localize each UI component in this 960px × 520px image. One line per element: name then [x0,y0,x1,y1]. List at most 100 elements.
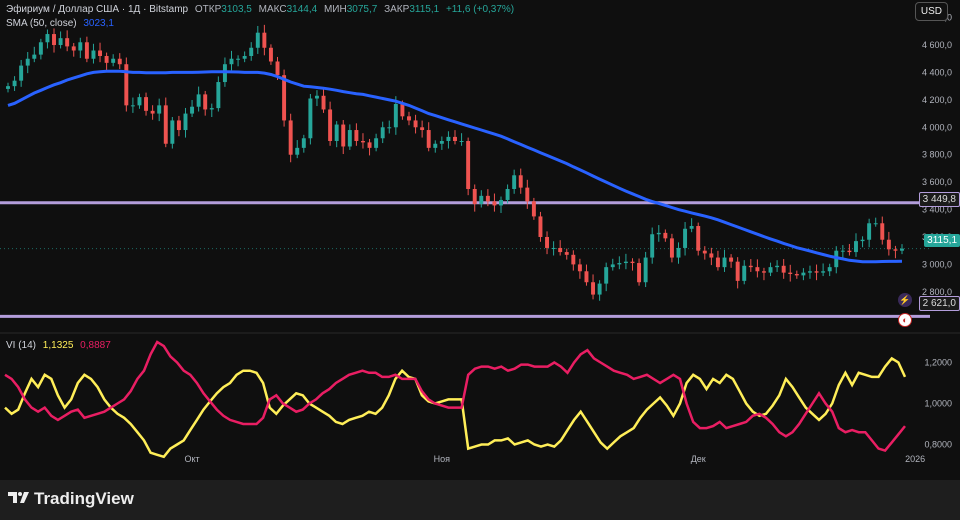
candle-body [71,46,76,51]
candle-body [610,264,615,268]
candle-body [157,105,162,114]
candle-body [617,263,622,265]
candle-body [814,271,819,273]
candle-body [314,95,319,99]
price-axis-tick: 3 800,0 [922,150,952,160]
candle-body [702,250,707,254]
chart-canvas[interactable]: 2 800,03 000,03 200,03 400,03 600,03 800… [0,0,960,480]
candle-body [32,54,37,59]
candle-body [761,271,766,273]
candle-body [229,58,234,65]
candle-body [190,106,195,114]
tradingview-mark-icon [8,489,30,509]
candle-body [453,136,457,142]
candle-body [505,188,510,200]
candle-body [650,234,655,258]
vi-axis-tick: 1,2000 [924,358,952,368]
candle-body [216,82,221,109]
candle-body [518,175,523,188]
us-flag-icon[interactable]: ◐ [898,313,912,327]
candle-body [347,130,352,147]
candle-body [91,50,96,59]
open-value: 3103,5 [221,4,252,15]
candle-body [873,223,878,225]
candle-body [255,32,260,48]
candle-body [643,257,648,283]
candle-body [821,271,826,273]
candle-body [880,223,885,240]
candle-body [900,248,904,251]
candle-body [321,95,326,110]
vi-plus-value: 1,1325 [42,340,74,351]
candle-body [512,175,517,189]
candle-body [334,124,339,142]
candle-body [341,124,346,147]
candle-body [545,236,550,248]
price-axis-tick: 2 800,0 [922,287,952,297]
candle-body [407,116,411,121]
candle-body [663,232,668,239]
candle-body [104,55,109,63]
lightning-icon[interactable]: ⚡ [898,293,912,307]
symbol-header: Эфириум / Доллар США · 1Д · Bitstamp ОТК… [6,4,518,15]
price-axis-tick: 4 600,0 [922,40,952,50]
sma-legend[interactable]: SMA (50, close) 3023,1 [6,18,118,29]
currency-button[interactable]: USD [914,2,948,21]
candle-body [426,130,431,148]
candle-body [58,38,63,46]
candle-body [755,267,760,272]
high-value: 3144,4 [286,4,318,15]
candle-body [117,58,122,65]
candle-body [137,97,142,106]
candle-body [794,274,799,276]
candle-body [623,261,628,264]
candle-body [19,65,24,81]
candle-body [788,272,793,275]
candle-body [722,257,727,268]
tradingview-logo[interactable]: TradingView [8,489,134,509]
candle-body [867,223,872,240]
candle-body [768,267,773,273]
candle-body [288,120,293,155]
candle-body [840,250,845,252]
vi-legend[interactable]: VI (14) 1,1325 0,8887 [6,340,115,351]
candle-body [676,247,681,258]
candle-body [380,127,385,139]
open-label: ОТКР [194,4,222,15]
candle-body [25,58,30,66]
candle-body [262,32,267,48]
candle-body [367,142,372,148]
price-axis-tick: 4 200,0 [922,95,952,105]
candle-body [12,80,17,87]
sma-line [7,69,903,264]
candle-body [65,38,70,47]
change-value: +11,6 (+0,37%) [445,4,515,15]
candle-body [111,58,116,63]
candle-body [492,201,497,206]
footer-bar: TradingView [0,480,960,520]
candle-body [400,103,405,117]
time-axis-tick: 2026 [905,454,925,464]
candle-body [308,98,313,139]
vi-minus-value: 0,8887 [80,340,111,351]
candle-body [886,239,891,250]
price-axis-tick: 3 000,0 [922,259,952,269]
candle-body [860,239,865,242]
candle-body [729,257,734,262]
resistance-price-tag: 3 449,8 [918,192,960,207]
candle-body [637,263,642,283]
candle-body [6,86,10,89]
candle-body [551,247,556,249]
symbol-title[interactable]: Эфириум / Доллар США · 1Д · Bitstamp [6,4,189,15]
candle-body [249,47,254,56]
candle-body [715,257,720,268]
candle-body [630,261,635,264]
candle-body [472,188,477,205]
vi-axis-tick: 1,0000 [924,399,952,409]
candle-body [295,147,300,155]
candle-body [242,55,247,59]
vi-axis-tick: 0,8000 [924,440,952,450]
candle-body [275,61,280,76]
candle-body [78,42,83,51]
